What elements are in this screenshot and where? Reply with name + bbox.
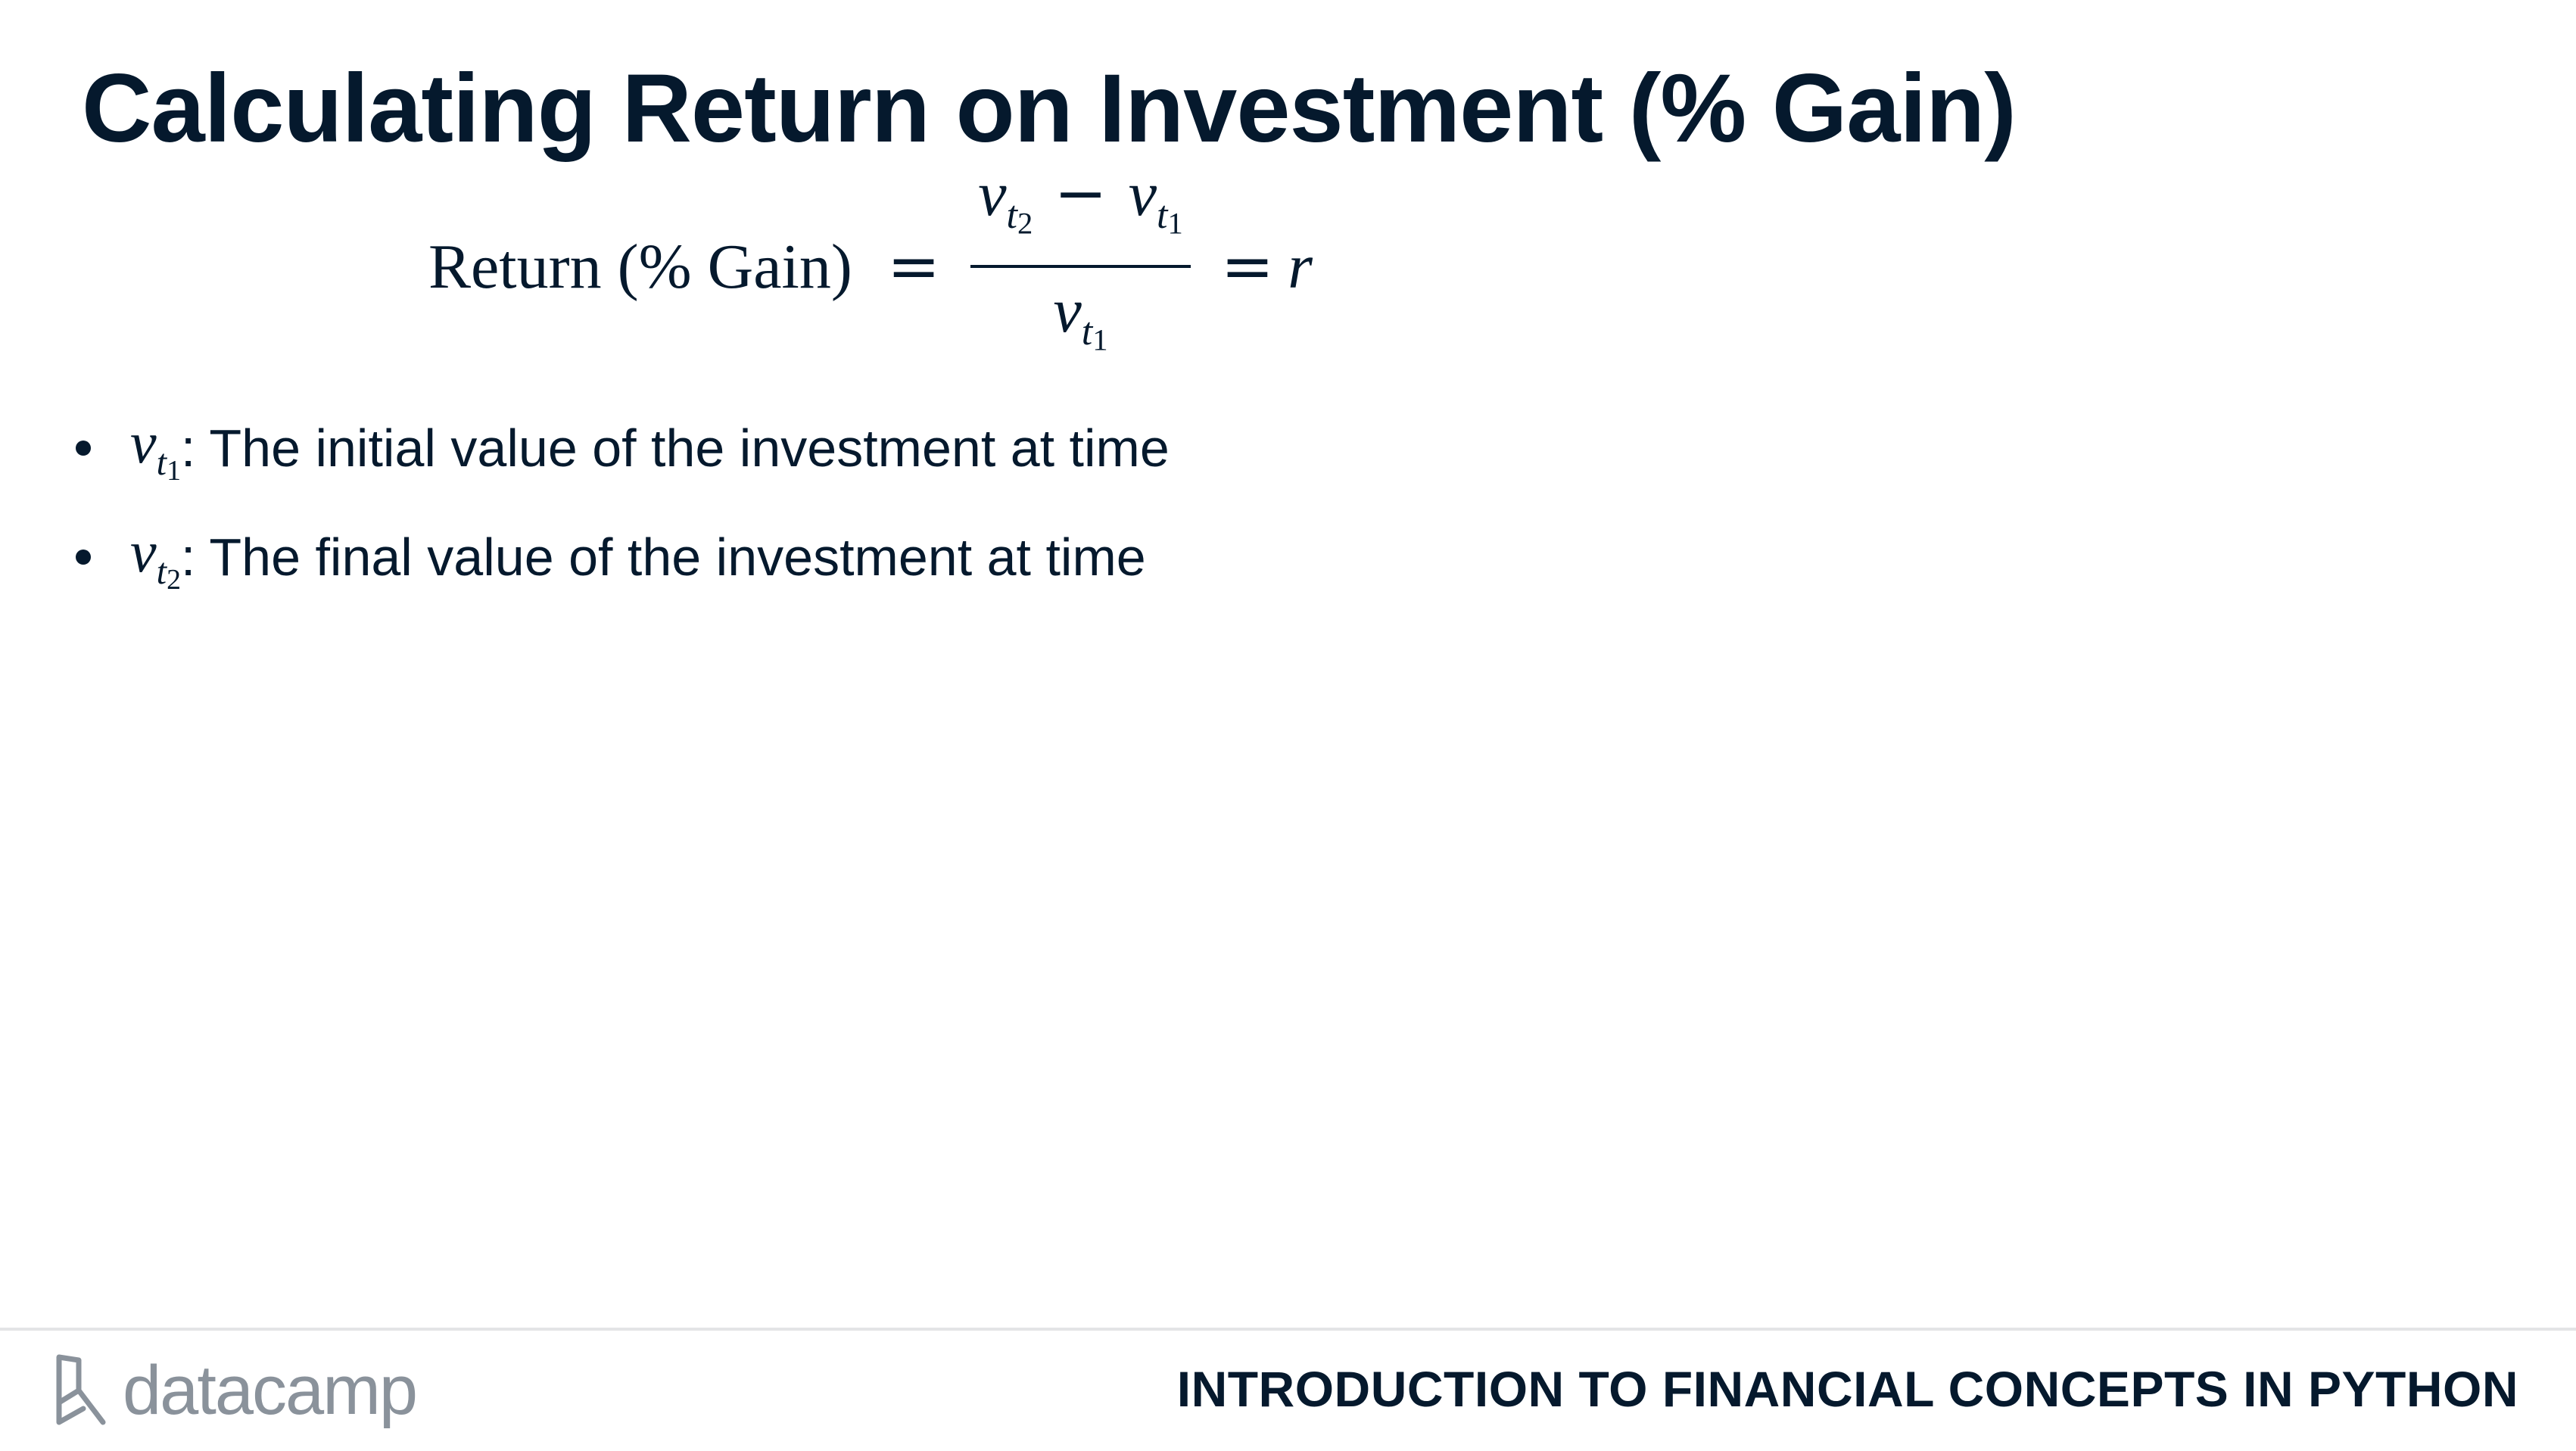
datacamp-logo: datacamp (53, 1349, 418, 1432)
definition-text: The final value of the investment at tim… (209, 528, 1146, 587)
formula-fraction: vt2− vt1 vt1 (970, 151, 1191, 381)
return-formula: Return (% Gain) = vt2− vt1 vt1 = r (428, 156, 1313, 357)
datacamp-logo-icon (53, 1353, 109, 1428)
list-item: vt1 : The initial value of the investmen… (76, 394, 1170, 503)
numerator-v1: vt1 (1128, 159, 1183, 240)
formula-numerator: vt2− vt1 (970, 151, 1191, 265)
bullet-icon (76, 441, 91, 456)
formula-lhs: Return (% Gain) (428, 231, 852, 302)
formula-minus: − (1054, 156, 1107, 231)
slide-title: Calculating Return on Investment (% Gain… (82, 54, 2017, 163)
definition-text: The initial value of the investment at t… (209, 419, 1170, 478)
definitions-list: vt1 : The initial value of the investmen… (76, 394, 1170, 612)
formula-equals: = (886, 229, 941, 304)
course-name: INTRODUCTION TO FINANCIAL CONCEPTS IN PY… (1176, 1361, 2518, 1417)
formula-denominator: vt1 (1053, 276, 1108, 357)
logo-wordmark: datacamp (123, 1351, 418, 1429)
formula-result: r (1288, 231, 1313, 302)
bullet-icon (76, 550, 91, 565)
variable-symbol: vt2 (130, 518, 181, 596)
numerator-v2: vt2 (978, 159, 1033, 240)
list-item: vt2 : The final value of the investment … (76, 503, 1170, 612)
variable-symbol: vt1 (130, 409, 181, 487)
fraction-bar (970, 265, 1191, 268)
footer-divider (0, 1328, 2576, 1331)
formula-rhs-equals: = (1220, 229, 1275, 304)
